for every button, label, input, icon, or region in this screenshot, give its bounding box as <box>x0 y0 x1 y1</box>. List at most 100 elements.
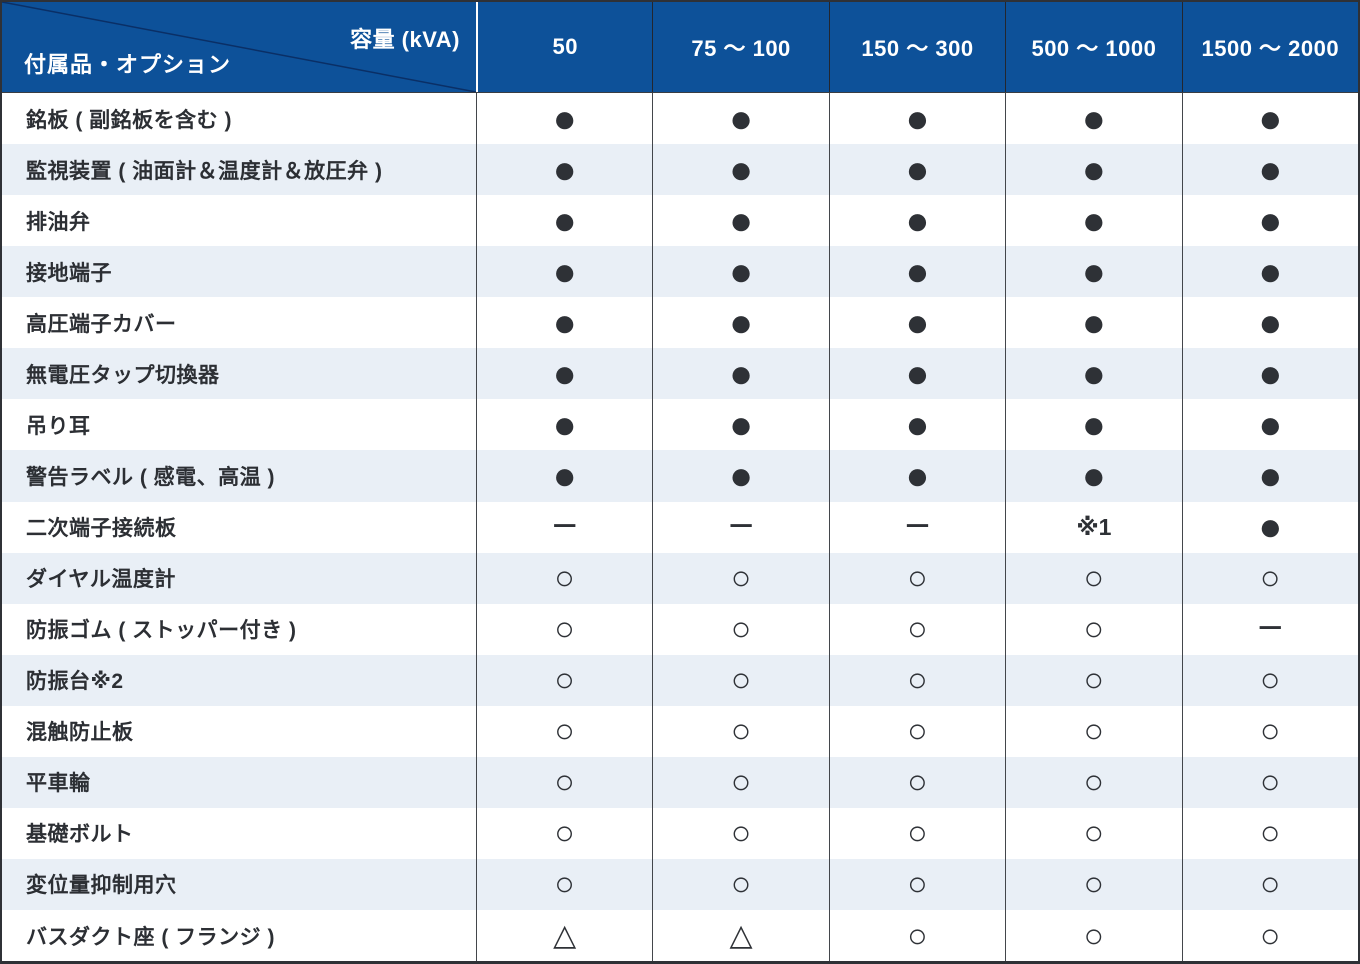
row-cell-500-1000: ○ <box>1005 858 1181 910</box>
row-cell-500-1000: ※1 <box>1005 501 1181 553</box>
availability-symbol: ○ <box>1083 661 1105 700</box>
availability-symbol: ● <box>1081 300 1106 345</box>
row-label: ダイヤル温度計 <box>26 568 176 592</box>
availability-symbol: ● <box>1081 453 1106 498</box>
row-cell-1500-2000: ● <box>1181 399 1358 451</box>
availability-symbol: ○ <box>1083 763 1105 802</box>
availability-symbol: ○ <box>1260 661 1281 700</box>
availability-symbol: ○ <box>554 661 575 700</box>
row-cell-50: ○ <box>476 552 652 604</box>
row-cell-150-300: ● <box>828 246 1005 298</box>
availability-symbol: ○ <box>554 763 575 802</box>
row-label: 高圧端子カバー <box>26 312 177 336</box>
row-cell-150-300: ● <box>828 297 1005 349</box>
row-cell-500-1000: ○ <box>1005 910 1181 962</box>
column-header-50: 50 <box>476 2 652 92</box>
row-cell-50: － <box>476 501 652 553</box>
availability-symbol: ○ <box>554 712 575 751</box>
availability-symbol: ○ <box>1260 916 1281 955</box>
availability-symbol: ● <box>1081 96 1106 141</box>
row-cell-50: ○ <box>476 807 652 859</box>
row-cell-50: ○ <box>476 603 652 655</box>
row-cell-75-100: ○ <box>652 858 828 910</box>
row-cell-500-1000: ○ <box>1005 552 1181 604</box>
availability-symbol: ● <box>729 351 754 396</box>
row-cell-150-300: ○ <box>828 858 1005 910</box>
accessories-axis-label: 付属品・オプション <box>24 52 232 77</box>
availability-symbol: ● <box>905 96 930 141</box>
column-header-1500-2000: 1500 ～ 2000 <box>1181 2 1358 92</box>
row-cell-50: ● <box>476 246 652 298</box>
availability-symbol: ○ <box>1083 712 1105 751</box>
availability-symbol: ○ <box>554 610 575 649</box>
row-cell-500-1000: ○ <box>1005 603 1181 655</box>
row-label: 警告ラベル ( 感電、高温 ) <box>26 465 275 489</box>
row-cell-150-300: ● <box>828 93 1005 145</box>
row-label: バスダクト座 ( フランジ ) <box>26 925 275 949</box>
availability-symbol: ○ <box>1260 712 1281 751</box>
availability-symbol: ○ <box>907 916 928 955</box>
row-label: 防振台※2 <box>26 670 124 694</box>
availability-symbol: ● <box>1258 300 1283 345</box>
row-cell-1500-2000: ○ <box>1181 858 1358 910</box>
availability-symbol: ○ <box>730 661 752 700</box>
availability-symbol: ● <box>552 402 577 447</box>
availability-symbol: － <box>903 511 932 543</box>
availability-symbol: ○ <box>907 712 928 751</box>
row-cell-50: ● <box>476 195 652 247</box>
row-cell-500-1000: ● <box>1005 450 1181 502</box>
availability-symbol: ● <box>1258 402 1283 447</box>
availability-symbol: ● <box>729 147 754 192</box>
row-label: 接地端子 <box>26 261 112 285</box>
row-cell-1500-2000: ● <box>1181 93 1358 145</box>
table-row: 変位量抑制用穴 ○ ○ ○ ○ ○ <box>2 858 1358 910</box>
row-label: 無電圧タップ切換器 <box>26 363 220 387</box>
row-cell-150-300: ○ <box>828 654 1005 706</box>
row-cell-1500-2000: ● <box>1181 297 1358 349</box>
row-cell-75-100: ○ <box>652 603 828 655</box>
availability-symbol: ● <box>552 249 577 294</box>
row-label: 銘板 ( 副銘板を含む ) <box>26 108 232 132</box>
column-header-75-100: 75 ～ 100 <box>652 2 828 92</box>
row-cell-1500-2000: ○ <box>1181 654 1358 706</box>
row-cell-150-300: ● <box>828 348 1005 400</box>
row-cell-50: ● <box>476 399 652 451</box>
row-cell-75-100: ● <box>652 93 828 145</box>
availability-symbol: ● <box>905 402 930 447</box>
availability-symbol: ● <box>1081 147 1106 192</box>
row-label: 平車輪 <box>26 772 91 796</box>
row-cell-75-100: ○ <box>652 807 828 859</box>
availability-symbol: ○ <box>730 865 752 904</box>
row-cell-75-100: ○ <box>652 705 828 757</box>
row-cell-150-300: ○ <box>828 910 1005 962</box>
row-cell-50: ● <box>476 450 652 502</box>
availability-symbol: ● <box>552 300 577 345</box>
availability-symbol: ※1 <box>1076 513 1112 540</box>
row-label: 基礎ボルト <box>26 823 134 847</box>
table-row: ダイヤル温度計 ○ ○ ○ ○ ○ <box>2 552 1358 604</box>
availability-symbol: ○ <box>907 865 928 904</box>
table-row: 無電圧タップ切換器 ● ● ● ● ● <box>2 348 1358 400</box>
availability-symbol: ○ <box>1083 814 1105 853</box>
row-cell-150-300: ○ <box>828 705 1005 757</box>
availability-symbol: ● <box>905 147 930 192</box>
row-cell-75-100: △ <box>652 910 828 962</box>
row-cell-500-1000: ● <box>1005 297 1181 349</box>
row-cell-1500-2000: ● <box>1181 348 1358 400</box>
column-header-500-1000: 500 ～ 1000 <box>1005 2 1181 92</box>
row-cell-150-300: ○ <box>828 756 1005 808</box>
availability-symbol: ● <box>905 453 930 498</box>
availability-symbol: ○ <box>730 763 752 802</box>
row-cell-1500-2000: ○ <box>1181 910 1358 962</box>
row-cell-500-1000: ● <box>1005 93 1181 145</box>
availability-symbol: ● <box>905 198 930 243</box>
row-cell-50: ● <box>476 348 652 400</box>
availability-symbol: ● <box>1258 147 1283 192</box>
availability-symbol: ○ <box>554 559 575 598</box>
row-cell-75-100: ● <box>652 246 828 298</box>
availability-symbol: ● <box>1258 96 1283 141</box>
table-row: 警告ラベル ( 感電、高温 ) ● ● ● ● ● <box>2 450 1358 502</box>
availability-symbol: ● <box>1081 402 1106 447</box>
availability-symbol: ○ <box>1260 814 1281 853</box>
table-row: 高圧端子カバー ● ● ● ● ● <box>2 297 1358 349</box>
